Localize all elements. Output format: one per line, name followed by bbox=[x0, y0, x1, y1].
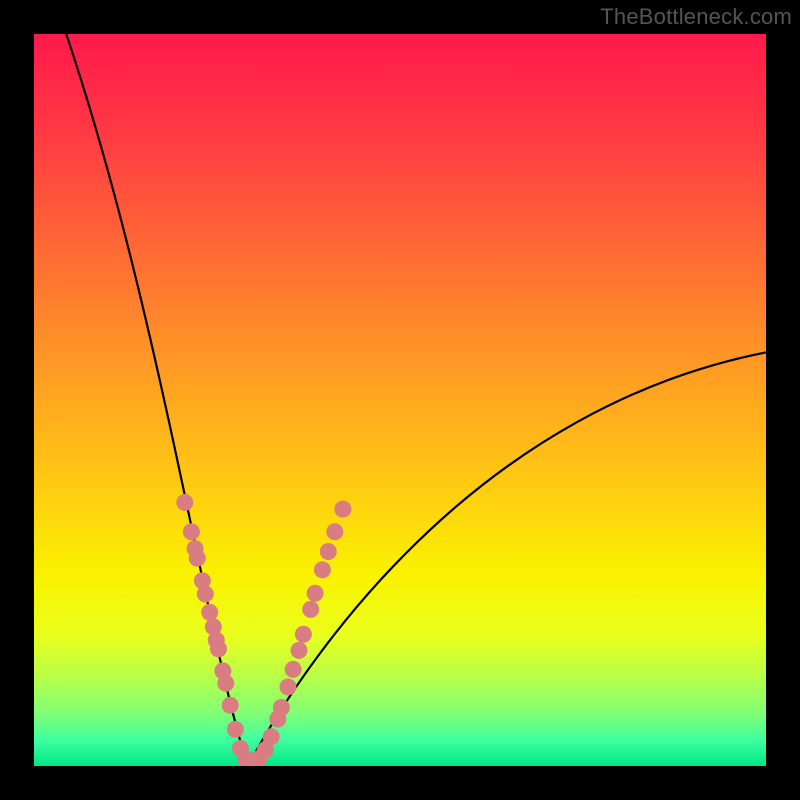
data-point-marker bbox=[197, 585, 214, 602]
data-point-marker bbox=[302, 601, 319, 618]
data-point-marker bbox=[217, 675, 234, 692]
data-point-marker bbox=[210, 640, 227, 657]
data-point-marker bbox=[183, 523, 200, 540]
data-point-marker bbox=[280, 678, 297, 695]
data-point-marker bbox=[176, 494, 193, 511]
data-point-marker bbox=[227, 721, 244, 738]
data-point-marker bbox=[320, 543, 337, 560]
data-point-marker bbox=[295, 626, 312, 643]
chart-stage: TheBottleneck.com bbox=[0, 0, 800, 800]
data-point-marker bbox=[273, 699, 290, 716]
gradient-plot-area bbox=[34, 34, 766, 766]
data-point-marker bbox=[314, 561, 331, 578]
chart-svg bbox=[0, 0, 800, 800]
data-point-marker bbox=[222, 697, 239, 714]
watermark-text: TheBottleneck.com bbox=[600, 4, 792, 30]
data-point-marker bbox=[334, 501, 351, 518]
data-point-marker bbox=[285, 661, 302, 678]
data-point-marker bbox=[326, 523, 343, 540]
data-point-marker bbox=[201, 604, 218, 621]
data-point-marker bbox=[189, 550, 206, 567]
data-point-marker bbox=[290, 642, 307, 659]
data-point-marker bbox=[263, 728, 280, 745]
data-point-marker bbox=[307, 585, 324, 602]
